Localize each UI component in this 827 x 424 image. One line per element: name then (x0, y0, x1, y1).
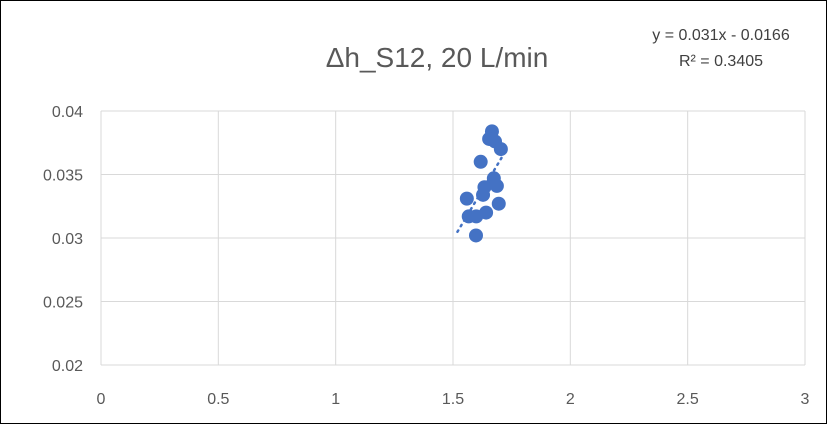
y-tick-label: 0.02 (52, 358, 83, 375)
data-point (476, 187, 491, 202)
x-tick-label: 2.5 (677, 391, 699, 408)
data-point (473, 154, 488, 169)
y-tick-label: 0.025 (43, 295, 83, 312)
x-axis-tick-labels: 0 0.5 1 1.5 2 2.5 3 (97, 391, 810, 408)
data-point (468, 228, 483, 243)
trendline-equation: y = 0.031x - 0.0166 (652, 27, 790, 44)
trendline-r-squared: R² = 0.3405 (679, 53, 763, 70)
y-tick-label: 0.04 (52, 104, 83, 121)
chart-title: Δh_S12, 20 L/min (326, 42, 549, 73)
data-point (493, 142, 508, 157)
gridlines (100, 110, 806, 366)
x-tick-label: 0.5 (207, 391, 229, 408)
data-point (489, 178, 504, 193)
data-point (469, 209, 484, 224)
x-tick-label: 3 (801, 391, 810, 408)
x-tick-label: 1.5 (442, 391, 464, 408)
y-tick-label: 0.03 (52, 231, 83, 248)
data-point (459, 191, 474, 206)
data-points (459, 124, 508, 243)
y-axis-tick-labels: 0.02 0.025 0.03 0.035 0.04 (43, 104, 83, 375)
x-tick-label: 2 (566, 391, 575, 408)
x-tick-label: 0 (97, 391, 106, 408)
x-tick-label: 1 (331, 391, 340, 408)
data-point (491, 196, 506, 211)
y-tick-label: 0.035 (43, 168, 83, 185)
